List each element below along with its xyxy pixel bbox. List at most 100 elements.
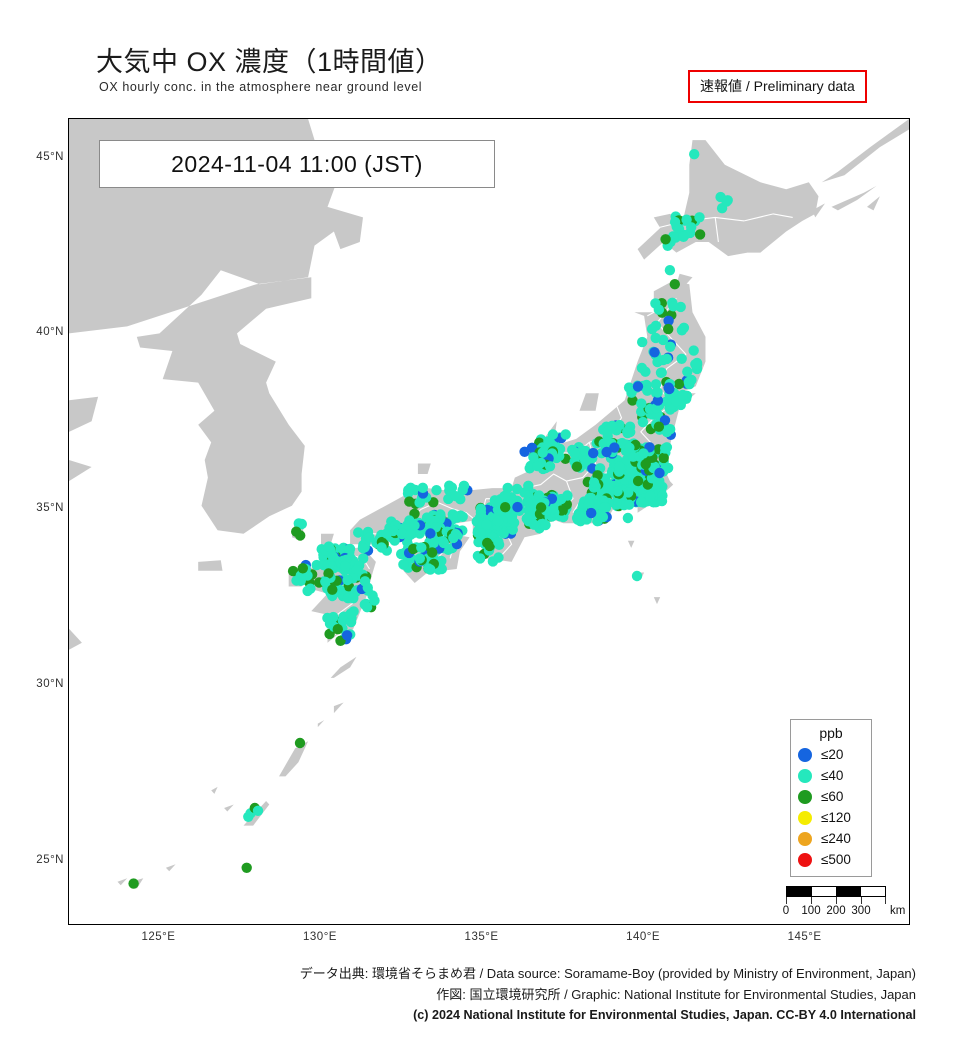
station-point[interactable] xyxy=(409,520,420,531)
station-point[interactable] xyxy=(421,512,433,523)
station-point[interactable] xyxy=(622,427,633,439)
station-point[interactable] xyxy=(528,452,539,463)
station-point[interactable] xyxy=(340,560,351,572)
station-point[interactable] xyxy=(653,304,665,315)
station-point[interactable] xyxy=(493,552,504,563)
station-point[interactable] xyxy=(522,496,533,508)
station-point[interactable] xyxy=(484,540,495,552)
station-point[interactable] xyxy=(682,366,693,377)
station-point[interactable] xyxy=(493,537,504,548)
legend-item[interactable]: ≤40 xyxy=(797,765,865,786)
station-point[interactable] xyxy=(241,862,252,873)
station-point[interactable] xyxy=(660,443,671,454)
station-point[interactable] xyxy=(636,398,647,409)
station-point[interactable] xyxy=(612,486,623,497)
station-point[interactable] xyxy=(348,593,359,604)
station-point[interactable] xyxy=(353,527,364,538)
station-point[interactable] xyxy=(499,491,510,502)
map-plot-area[interactable] xyxy=(68,118,910,925)
station-point[interactable] xyxy=(351,564,362,576)
legend-item[interactable]: ≤120 xyxy=(797,807,865,828)
station-point[interactable] xyxy=(448,532,459,544)
station-point[interactable] xyxy=(631,570,643,582)
station-point[interactable] xyxy=(609,442,620,453)
station-point[interactable] xyxy=(295,530,306,541)
station-point[interactable] xyxy=(721,196,732,207)
station-point[interactable] xyxy=(592,516,603,527)
station-point[interactable] xyxy=(369,595,380,606)
station-point[interactable] xyxy=(655,367,667,378)
station-point[interactable] xyxy=(500,502,511,513)
station-point[interactable] xyxy=(318,559,329,571)
station-point[interactable] xyxy=(416,542,427,553)
station-point[interactable] xyxy=(252,805,264,816)
station-point[interactable] xyxy=(402,488,414,499)
station-point[interactable] xyxy=(417,482,428,493)
station-point[interactable] xyxy=(676,353,687,364)
station-point[interactable] xyxy=(521,513,533,524)
station-point[interactable] xyxy=(287,565,299,577)
station-point[interactable] xyxy=(425,564,436,575)
station-point[interactable] xyxy=(511,483,523,495)
station-point[interactable] xyxy=(475,528,486,539)
station-point[interactable] xyxy=(345,616,357,628)
station-point[interactable] xyxy=(398,559,409,570)
station-point[interactable] xyxy=(571,461,583,472)
station-point[interactable] xyxy=(656,495,668,507)
station-point[interactable] xyxy=(320,576,331,587)
station-point[interactable] xyxy=(681,214,692,225)
station-point[interactable] xyxy=(663,382,674,393)
station-point[interactable] xyxy=(591,498,602,509)
station-point[interactable] xyxy=(376,542,387,553)
station-point[interactable] xyxy=(588,447,599,459)
station-point[interactable] xyxy=(689,149,700,160)
station-point[interactable] xyxy=(638,448,649,459)
station-point[interactable] xyxy=(640,459,651,470)
station-point[interactable] xyxy=(428,537,439,549)
station-point[interactable] xyxy=(574,510,585,522)
station-point[interactable] xyxy=(635,496,647,508)
station-point[interactable] xyxy=(678,231,689,242)
station-point[interactable] xyxy=(583,498,595,509)
station-point[interactable] xyxy=(294,737,306,749)
station-point[interactable] xyxy=(540,519,551,531)
station-point[interactable] xyxy=(664,265,676,276)
station-point[interactable] xyxy=(431,485,442,496)
station-point[interactable] xyxy=(694,212,705,223)
legend-item[interactable]: ≤60 xyxy=(797,786,865,807)
station-point[interactable] xyxy=(523,480,534,491)
station-point[interactable] xyxy=(623,487,634,498)
station-point[interactable] xyxy=(526,442,538,453)
station-point[interactable] xyxy=(569,448,580,459)
station-point[interactable] xyxy=(611,498,622,509)
station-point[interactable] xyxy=(414,553,425,564)
station-point[interactable] xyxy=(649,347,660,358)
station-point[interactable] xyxy=(637,336,648,348)
station-point[interactable] xyxy=(293,518,304,529)
station-point[interactable] xyxy=(408,543,419,555)
station-point[interactable] xyxy=(588,477,600,488)
station-point[interactable] xyxy=(323,541,334,552)
station-point[interactable] xyxy=(512,501,523,513)
station-point[interactable] xyxy=(688,345,699,356)
station-point[interactable] xyxy=(327,551,339,562)
station-point[interactable] xyxy=(614,461,625,472)
station-point[interactable] xyxy=(646,323,658,335)
legend-item[interactable]: ≤20 xyxy=(797,744,865,765)
station-point[interactable] xyxy=(650,332,661,344)
station-point[interactable] xyxy=(663,323,674,335)
station-point[interactable] xyxy=(396,528,408,540)
station-point[interactable] xyxy=(665,341,676,352)
station-point[interactable] xyxy=(404,496,415,507)
station-point[interactable] xyxy=(297,563,308,574)
station-point[interactable] xyxy=(457,484,468,496)
station-point[interactable] xyxy=(562,490,573,501)
station-point[interactable] xyxy=(683,376,694,388)
station-point[interactable] xyxy=(678,322,690,333)
station-point[interactable] xyxy=(547,429,559,440)
station-point[interactable] xyxy=(342,574,353,586)
station-point[interactable] xyxy=(322,612,333,624)
station-point[interactable] xyxy=(302,585,313,597)
station-point[interactable] xyxy=(544,461,556,472)
station-point[interactable] xyxy=(652,387,663,398)
